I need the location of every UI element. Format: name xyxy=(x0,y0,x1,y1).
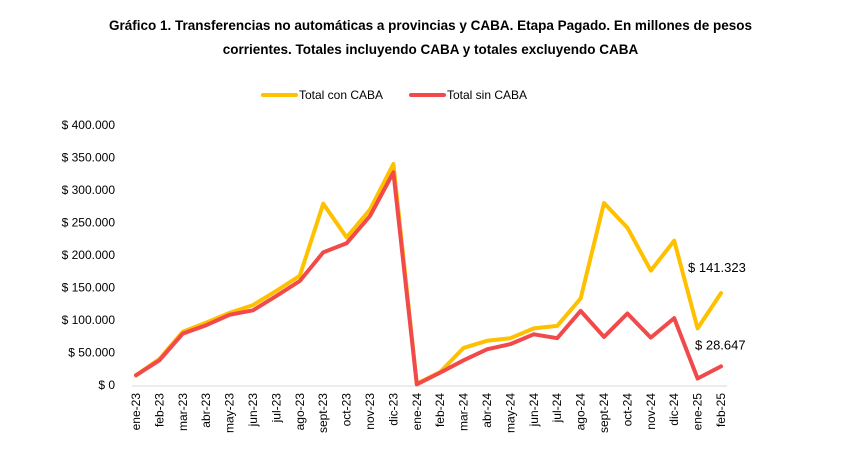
x-tick-label: dic-24 xyxy=(667,393,681,426)
data-label-2: $ 28.647 xyxy=(695,337,746,352)
y-tick-label: $ 50.000 xyxy=(68,346,115,360)
x-tick-label: jul-24 xyxy=(550,393,564,424)
y-tick-label: $ 400.000 xyxy=(62,118,116,132)
x-tick-label: oct-24 xyxy=(620,393,634,427)
x-tick-label: ene-23 xyxy=(129,393,143,431)
x-tick-label: ago-24 xyxy=(574,393,588,431)
series-line-1 xyxy=(134,162,723,386)
x-tick-label: feb-25 xyxy=(714,393,728,427)
x-tick-label: oct-23 xyxy=(340,393,354,427)
series-line-2 xyxy=(134,170,723,387)
x-tick-label: feb-24 xyxy=(433,393,447,427)
legend-label-2: Total sin CABA xyxy=(447,88,527,102)
x-tick-label: nov-24 xyxy=(644,393,658,430)
legend-label-1: Total con CABA xyxy=(299,88,383,102)
x-tick-label: sept-23 xyxy=(316,393,330,433)
y-tick-label: $ 0 xyxy=(98,378,115,392)
x-tick-label: jul-23 xyxy=(269,393,283,424)
y-tick-label: $ 100.000 xyxy=(62,313,116,327)
x-tick-label: may-23 xyxy=(223,393,237,433)
x-tick-label: jun-23 xyxy=(246,393,260,428)
x-tick-label: jun-24 xyxy=(527,393,541,428)
y-tick-label: $ 200.000 xyxy=(62,248,116,262)
x-tick-label: may-24 xyxy=(503,393,517,433)
x-tick-label: nov-23 xyxy=(363,393,377,430)
x-tick-label: abr-24 xyxy=(480,393,494,428)
x-tick-label: dic-23 xyxy=(386,393,400,426)
x-tick-label: sept-24 xyxy=(597,393,611,433)
x-tick-label: mar-23 xyxy=(176,393,190,431)
y-tick-label: $ 350.000 xyxy=(62,151,116,165)
x-tick-label: feb-23 xyxy=(152,393,166,427)
x-tick-label: mar-24 xyxy=(457,393,471,431)
chart-title-line1: Gráfico 1. Transferencias no automáticas… xyxy=(109,18,752,33)
x-tick-label: ago-23 xyxy=(293,393,307,431)
chart-title-line2: corrientes. Totales incluyendo CABA y to… xyxy=(222,42,639,57)
x-tick-label: ene-25 xyxy=(691,393,705,431)
x-tick-label: abr-23 xyxy=(199,393,213,428)
y-tick-label: $ 150.000 xyxy=(62,281,116,295)
y-tick-label: $ 250.000 xyxy=(62,216,116,230)
x-tick-label: ene-24 xyxy=(410,393,424,431)
data-label-1: $ 141.323 xyxy=(688,260,746,275)
y-tick-label: $ 300.000 xyxy=(62,183,116,197)
